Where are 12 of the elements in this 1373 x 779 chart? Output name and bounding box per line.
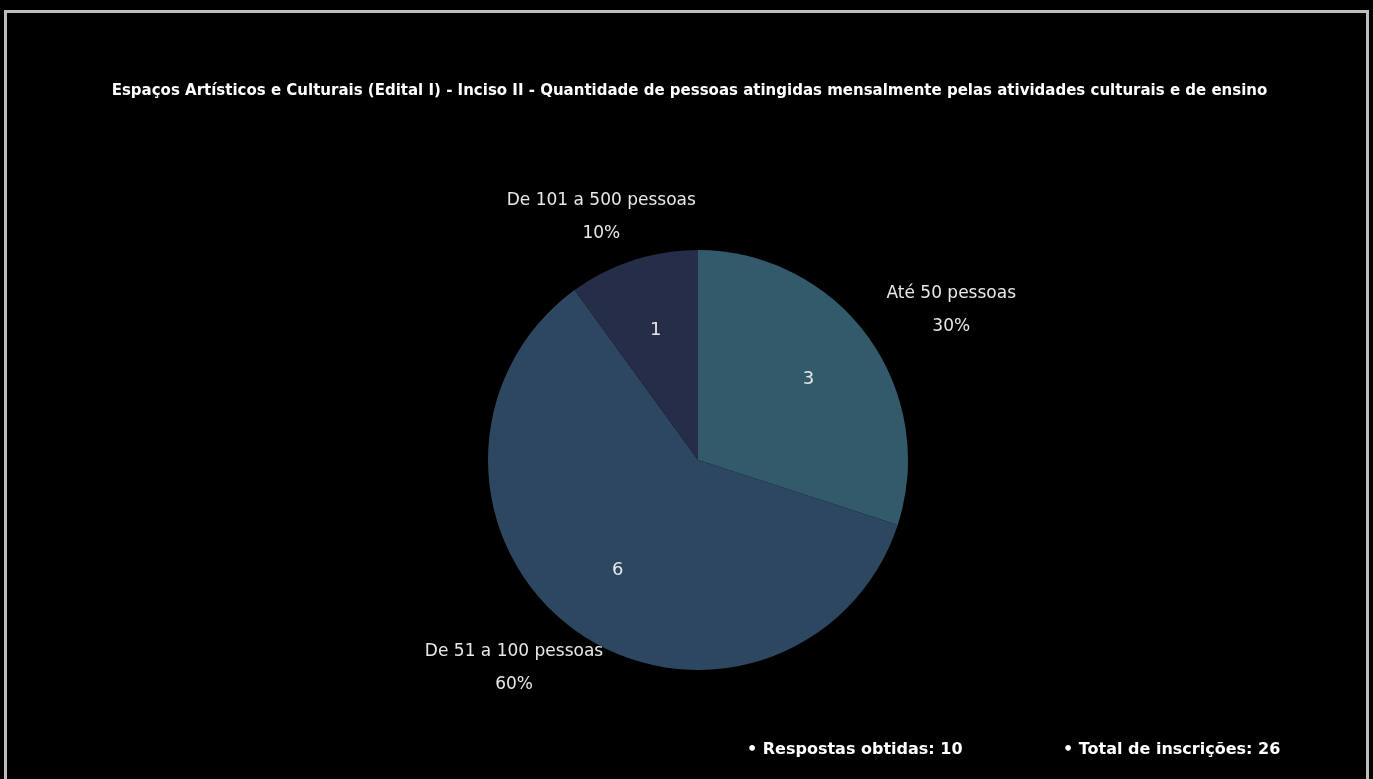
data-label: 1 bbox=[650, 317, 662, 339]
chart-title: Espaços Artísticos e Culturais (Edital I) - Inciso II - Quantidade de pessoas atingidas mensalmente pelas atividades culturais e de ensino bbox=[110, 81, 1269, 99]
text: • Total de inscrições: 26 bbox=[1063, 739, 1281, 758]
text: 30% bbox=[932, 314, 971, 335]
slice-label: De 51 a 100 pessoas bbox=[424, 639, 604, 660]
text: 60% bbox=[495, 672, 533, 693]
text: • Respostas obtidas: 10 bbox=[747, 739, 963, 758]
data-label: 3 bbox=[802, 367, 815, 389]
slice-label: Até 50 pessoas bbox=[886, 281, 1017, 302]
slice-label: De 101 a 500 pessoas bbox=[506, 188, 696, 209]
data-label: 6 bbox=[612, 558, 624, 580]
text: 10% bbox=[582, 221, 621, 242]
